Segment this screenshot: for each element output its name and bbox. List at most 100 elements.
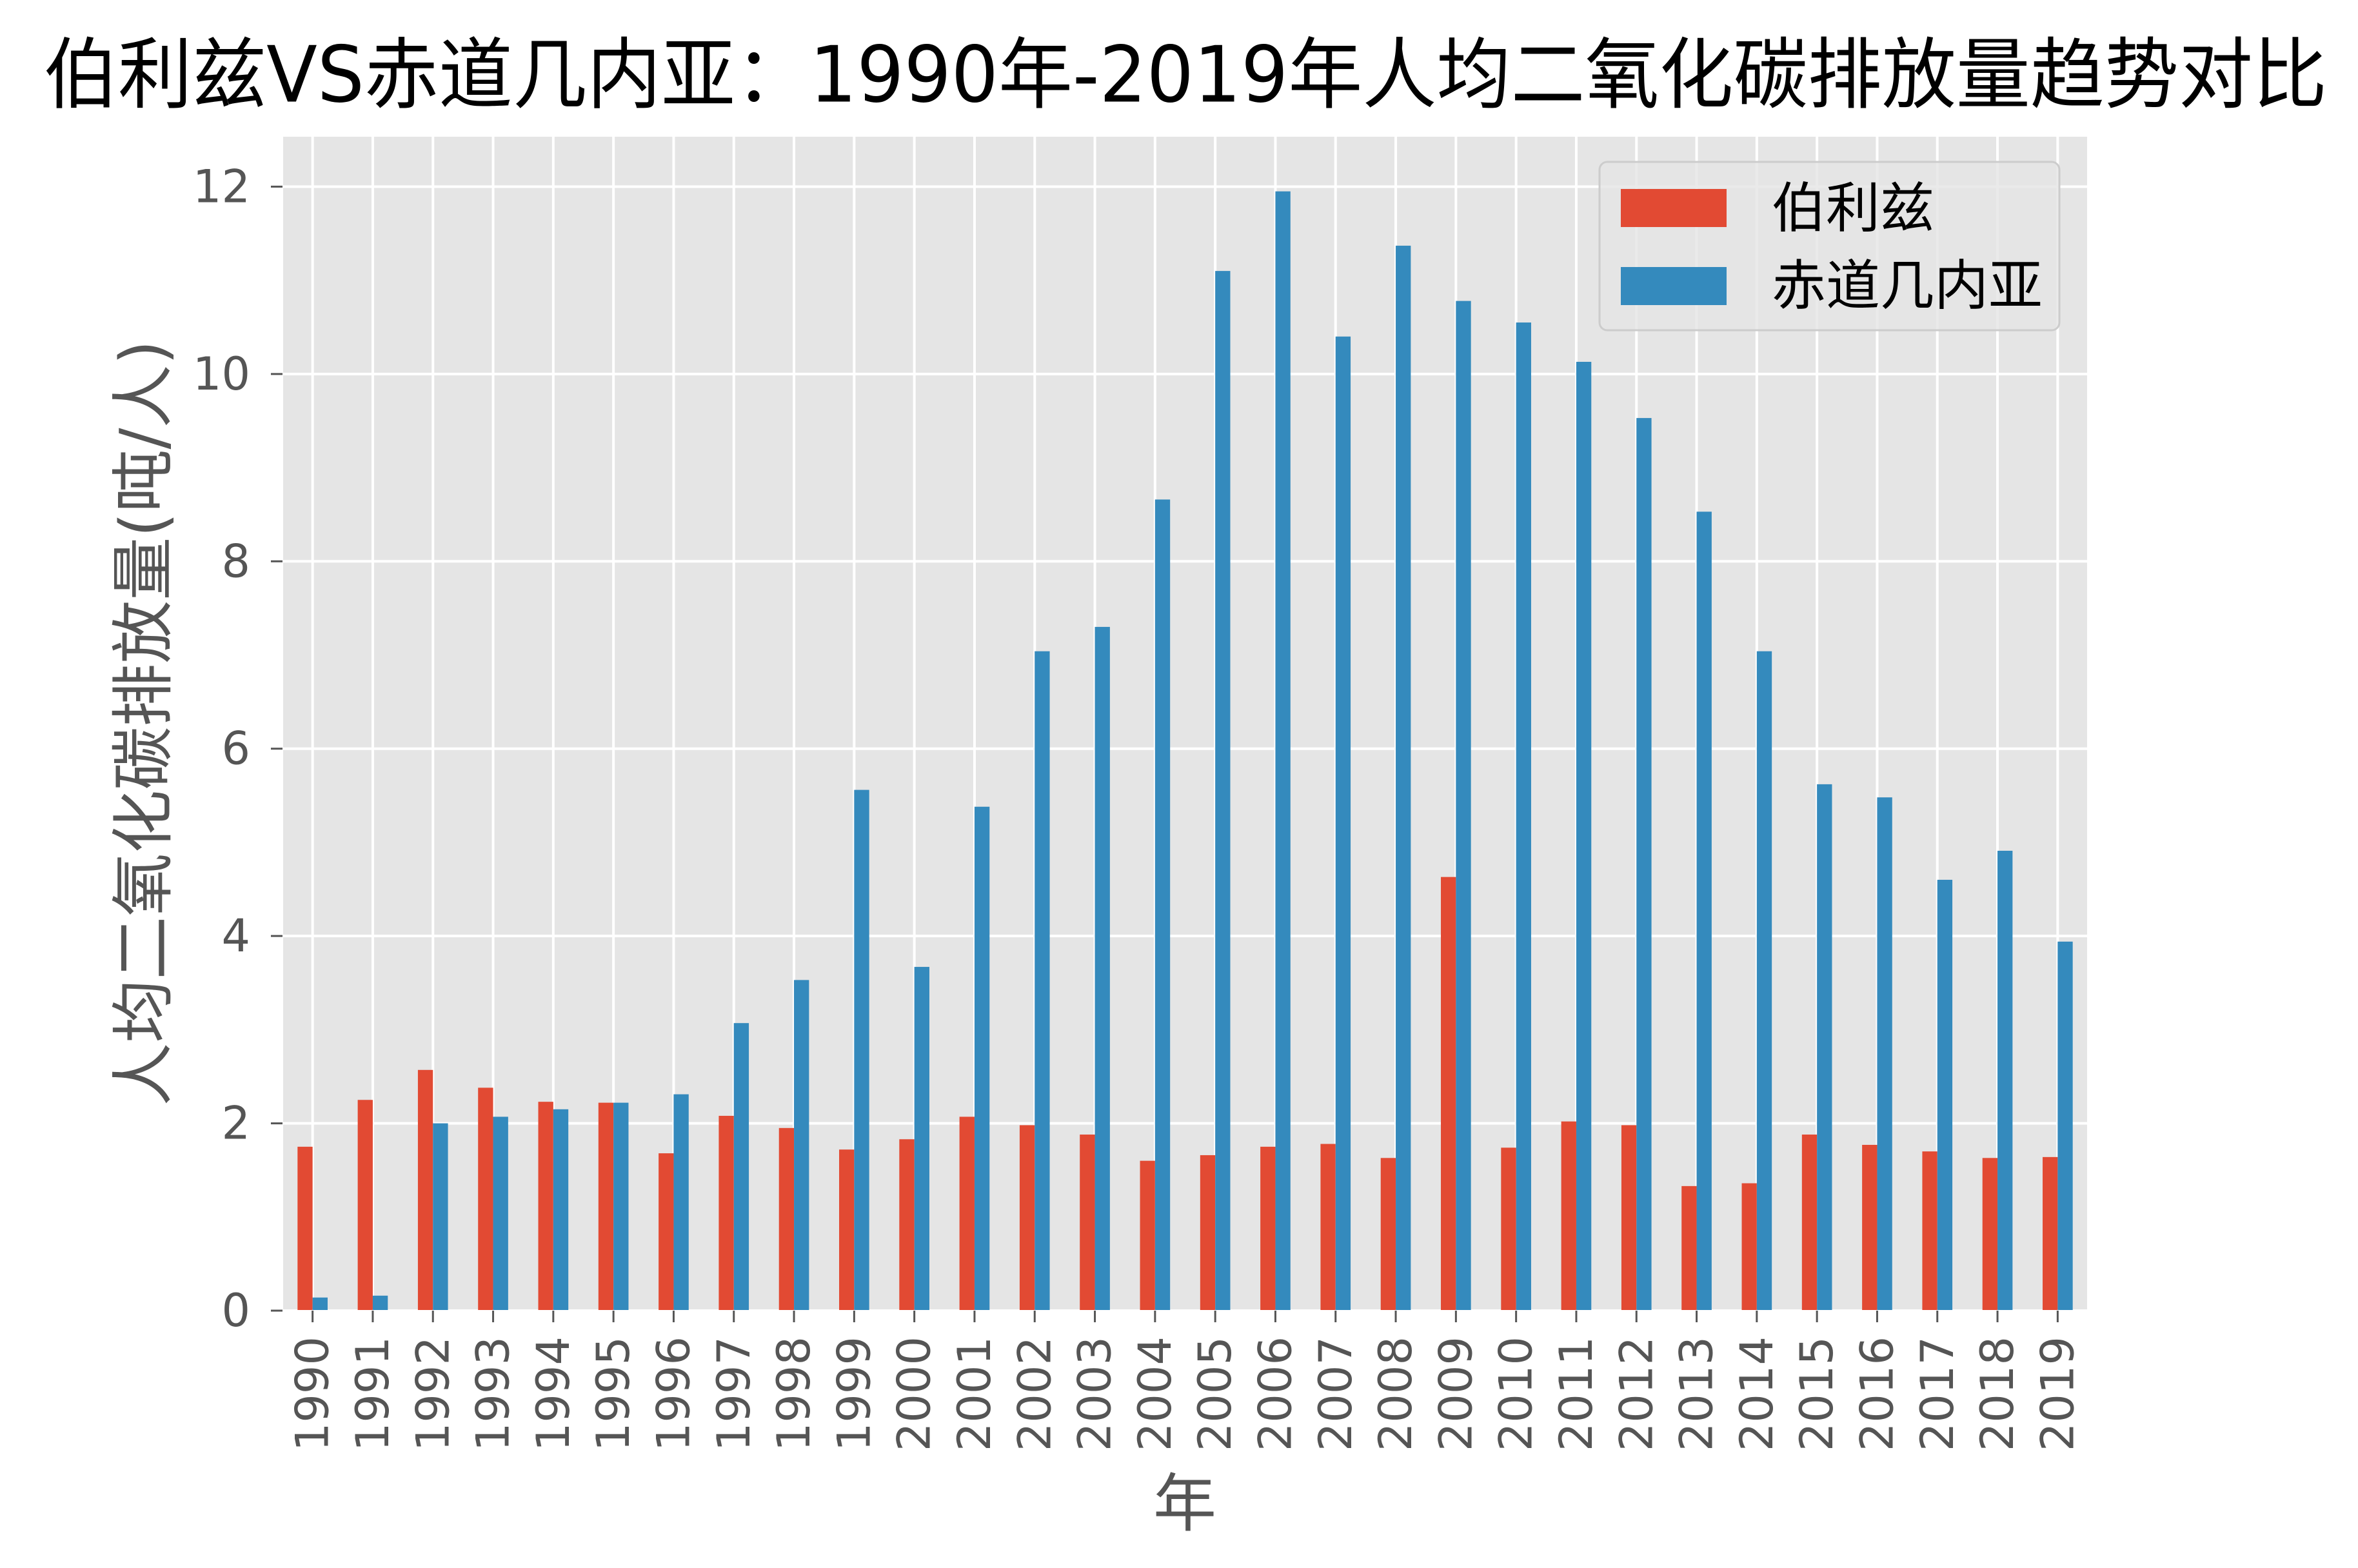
legend-swatch-belize: [1621, 189, 1727, 227]
bar-belize-1991: [357, 1100, 373, 1311]
bar-equatorial-guinea-2000: [914, 967, 929, 1311]
x-tick-label: 1991: [346, 1336, 399, 1451]
y-tick-label: 8: [221, 535, 250, 588]
legend-swatch-equatorial-guinea: [1621, 267, 1727, 305]
x-tick-label: 1994: [527, 1336, 580, 1451]
bar-belize-2013: [1681, 1186, 1697, 1311]
bar-belize-1997: [718, 1115, 734, 1311]
bar-equatorial-guinea-2015: [1817, 784, 1832, 1311]
bar-equatorial-guinea-2003: [1095, 626, 1110, 1311]
bar-equatorial-guinea-2013: [1696, 511, 1712, 1311]
bar-equatorial-guinea-2002: [1035, 651, 1050, 1311]
bar-belize-2019: [2043, 1156, 2058, 1311]
bar-belize-1996: [659, 1153, 674, 1311]
bar-equatorial-guinea-2005: [1215, 271, 1231, 1311]
x-tick-label: 2017: [1911, 1336, 1964, 1451]
legend-label-belize: 伯利兹: [1772, 177, 1934, 240]
x-tick-label: 1990: [286, 1336, 339, 1451]
bar-belize-1998: [778, 1127, 795, 1311]
bar-equatorial-guinea-2010: [1516, 322, 1531, 1311]
x-tick-label: 2004: [1129, 1336, 1182, 1451]
bar-belize-1990: [297, 1146, 313, 1311]
bar-equatorial-guinea-1990: [312, 1297, 328, 1311]
bar-equatorial-guinea-2004: [1154, 499, 1171, 1311]
x-tick-label: 1993: [467, 1336, 520, 1451]
plot-frame: [282, 135, 2088, 1311]
x-tick-label: 1999: [827, 1336, 880, 1451]
y-tick-label: 6: [221, 722, 250, 775]
bar-belize-1993: [478, 1087, 493, 1311]
x-axis-label: 年: [1153, 1467, 1216, 1541]
plot-background: [282, 136, 2088, 1311]
bar-equatorial-guinea-2006: [1275, 191, 1291, 1311]
bars: [297, 191, 2073, 1311]
bar-equatorial-guinea-1992: [433, 1123, 448, 1311]
bar-belize-2015: [1801, 1134, 1818, 1311]
x-tick-label: 2008: [1369, 1336, 1422, 1451]
bar-belize-2018: [1982, 1158, 1998, 1311]
x-tick-label: 1997: [708, 1336, 760, 1451]
y-tick-label: 12: [193, 160, 250, 213]
bar-equatorial-guinea-2016: [1877, 797, 1892, 1311]
x-tick-label: 2003: [1069, 1336, 1122, 1451]
x-tick-label: 2016: [1850, 1336, 1903, 1451]
bar-belize-2003: [1080, 1134, 1095, 1311]
y-axis-label: 人均二氧化碳排放量(吨/人): [107, 340, 181, 1106]
y-tick-label: 0: [221, 1284, 250, 1337]
bar-belize-2010: [1501, 1147, 1516, 1311]
bar-equatorial-guinea-1991: [372, 1295, 388, 1311]
x-tick-label: 2011: [1550, 1336, 1603, 1451]
bar-equatorial-guinea-2012: [1636, 418, 1652, 1311]
x-tick-label: 2012: [1610, 1336, 1663, 1451]
x-axis: 1990 1991 1992 1993 1994 1995 1996 1997 1998 1999…: [286, 1311, 2084, 1451]
bar-equatorial-guinea-1994: [553, 1109, 569, 1311]
x-tick-label: 2009: [1429, 1336, 1482, 1451]
bar-equatorial-guinea-2019: [2057, 941, 2073, 1311]
bar-belize-2008: [1380, 1158, 1396, 1311]
bar-belize-2011: [1561, 1121, 1576, 1311]
x-tick-label: 2000: [888, 1336, 941, 1451]
x-tick-label: 1996: [647, 1336, 700, 1451]
x-tick-label: 1998: [768, 1336, 820, 1451]
y-axis: 0 2 4 6 8 10 12: [193, 160, 282, 1337]
x-tick-label: 2014: [1730, 1336, 1783, 1451]
bar-equatorial-guinea-2014: [1756, 651, 1772, 1311]
bar-equatorial-guinea-1995: [613, 1102, 629, 1311]
y-tick-label: 2: [221, 1097, 250, 1150]
legend: 伯利兹 赤道几内亚: [1598, 161, 2061, 332]
bar-belize-2002: [1019, 1125, 1035, 1311]
bar-equatorial-guinea-1997: [733, 1023, 749, 1311]
bar-equatorial-guinea-2008: [1396, 245, 1411, 1311]
bar-belize-2007: [1320, 1144, 1336, 1311]
bar-equatorial-guinea-1998: [794, 980, 809, 1311]
bar-belize-1994: [538, 1102, 553, 1311]
bar-equatorial-guinea-1999: [854, 789, 869, 1311]
bar-equatorial-guinea-1996: [673, 1094, 689, 1311]
bar-belize-1995: [598, 1102, 614, 1311]
legend-label-equatorial-guinea: 赤道几内亚: [1772, 254, 2043, 317]
bar-belize-2014: [1741, 1183, 1757, 1311]
bar-equatorial-guinea-2017: [1937, 880, 1953, 1311]
bar-belize-2005: [1200, 1155, 1216, 1311]
x-tick-label: 2006: [1249, 1336, 1302, 1451]
bar-belize-2004: [1140, 1160, 1155, 1311]
bar-belize-2006: [1260, 1146, 1276, 1311]
bar-belize-1992: [417, 1069, 433, 1311]
bar-equatorial-guinea-1993: [493, 1116, 508, 1311]
bar-belize-2001: [959, 1116, 975, 1311]
x-tick-label: 2013: [1670, 1336, 1723, 1451]
x-tick-label: 2018: [1971, 1336, 2024, 1451]
x-tick-label: 1992: [406, 1336, 459, 1451]
y-tick-label: 10: [193, 348, 250, 401]
bar-equatorial-guinea-2007: [1335, 336, 1351, 1311]
bar-equatorial-guinea-2018: [1997, 850, 2013, 1311]
y-tick-label: 4: [221, 909, 250, 962]
bar-belize-2009: [1441, 877, 1456, 1311]
x-tick-label: 1995: [587, 1336, 640, 1451]
x-tick-label: 2001: [948, 1336, 1001, 1451]
x-tick-label: 2019: [2031, 1336, 2084, 1451]
x-tick-label: 2007: [1309, 1336, 1362, 1451]
bar-equatorial-guinea-2011: [1576, 361, 1592, 1311]
bar-equatorial-guinea-2001: [974, 806, 990, 1311]
